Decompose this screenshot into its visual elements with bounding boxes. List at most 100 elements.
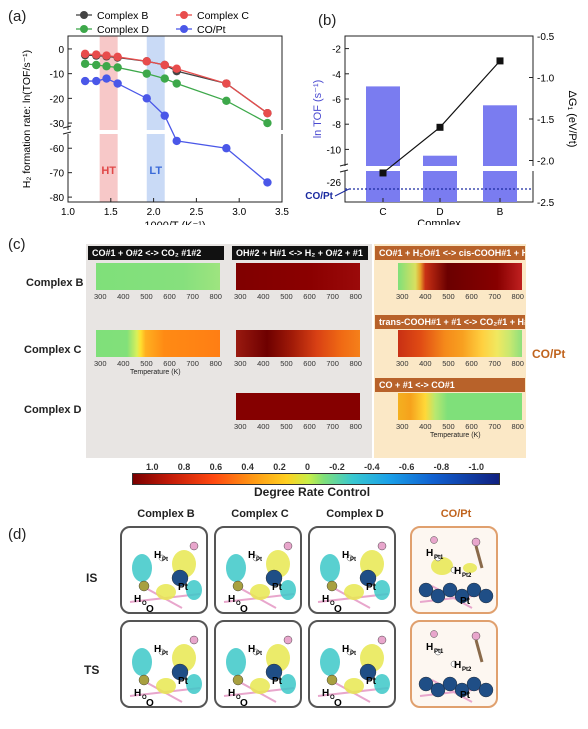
drc-row-label-b: Complex B [26, 277, 84, 289]
y-tick-label: -70 [50, 169, 65, 180]
drc-bar-d-2 [236, 393, 360, 420]
density-blob [226, 554, 246, 582]
drc-bar-c-2 [236, 330, 360, 357]
series-line [164, 115, 178, 142]
atom-label-h: H [322, 688, 329, 699]
colorbar-tick: 1.0 [146, 462, 159, 472]
data-point [160, 74, 169, 83]
struct-row-is: IS [86, 571, 98, 585]
atom-sub-label: O [330, 601, 335, 607]
tick-label: 700 [326, 359, 339, 368]
data-point [92, 60, 101, 70]
drc-row-label-c: Complex C [24, 344, 82, 356]
pt-atom [171, 569, 189, 587]
data-point [142, 94, 151, 103]
o-atom [232, 580, 244, 592]
series-line [176, 140, 268, 183]
colorbar-label: Degree Rate Control [254, 485, 371, 499]
colorbar-tick: -0.6 [398, 462, 415, 472]
tick-label: 500 [280, 359, 293, 368]
atom-label-h: H [342, 550, 349, 561]
atom-label-h: H [134, 688, 141, 699]
struct-col-head-b: Complex B [137, 508, 195, 520]
chart-b: CO/Pt -2 -4 -6 -8 -10 -26 -0.5 -1.0 -1.5 -2.0 -2.5 C… [305, 32, 578, 225]
structure-tile: H Pt H O Pt O [120, 620, 208, 708]
pt-atom [442, 582, 458, 598]
colorbar-tick: 0 [304, 462, 310, 472]
drc-extra-title-1: trans-COOH#1 + #1 <-> CO₂#1 + H#1 [375, 315, 525, 329]
pt-atom [466, 676, 482, 692]
tick-label: 600 [303, 359, 316, 368]
y-tick-label: -2 [332, 45, 341, 56]
tick-label: 300 [94, 292, 107, 301]
colorbar-tick: -0.8 [433, 462, 450, 472]
line-point [436, 123, 444, 131]
o-atom [283, 541, 293, 551]
x-tick-label: 2.0 [147, 207, 161, 218]
density-blob [320, 554, 340, 582]
data-point [102, 51, 111, 60]
axis-break-mark [62, 125, 72, 129]
pt-atom [265, 663, 283, 681]
drc-col-title-1: CO#1 + O#2 <-> CO₂ #1#2 [88, 246, 224, 260]
colorbar-tick: -0.4 [364, 462, 380, 472]
atom-sub-label: Pt [256, 651, 262, 657]
x-tick-label: C [379, 207, 386, 218]
legend-marker [80, 11, 88, 19]
tick-label: 800 [511, 422, 524, 431]
axis-break-gap [341, 166, 537, 171]
o-atom [189, 635, 199, 645]
data-point [102, 62, 111, 71]
drc-bar-b-1 [96, 263, 220, 290]
density-blob [226, 648, 246, 676]
data-point [92, 50, 101, 59]
h-atom [346, 554, 354, 562]
atom-label-h: H [228, 688, 235, 699]
o-atom [189, 541, 199, 551]
tick-label: 600 [163, 292, 176, 301]
tick-label: 600 [465, 422, 478, 431]
data-point [263, 118, 272, 128]
bond [474, 545, 484, 569]
atom-sub-label: O [236, 601, 241, 607]
data-point [102, 74, 111, 83]
y2-tick-label: -2.0 [537, 157, 555, 168]
line-point [496, 57, 504, 65]
structure-tile: H Pt H O Pt O [214, 620, 302, 708]
x-tick-label: B [497, 207, 504, 218]
x-tick-label: 3.0 [232, 207, 246, 218]
density-blob [156, 584, 176, 600]
structure-tile: H Pt H O Pt O [214, 526, 302, 614]
h-atom [434, 648, 442, 656]
data-point [222, 144, 231, 153]
h-atom [252, 554, 260, 562]
pt-atom [430, 588, 446, 604]
pt-atom [418, 582, 434, 598]
o-atom [377, 635, 387, 645]
band-label-lt: LT [149, 165, 162, 177]
tick-label: 300 [94, 359, 107, 368]
pt-atom [454, 588, 470, 604]
tick-label: 400 [257, 292, 270, 301]
colorbar-tick: 0.4 [241, 462, 254, 472]
density-blob [280, 580, 296, 600]
drc-temp-label-c1: Temperature (K) [130, 369, 181, 376]
atom-sub-label: Pt1 [434, 555, 444, 561]
struct-col-head-d: Complex D [326, 508, 384, 520]
drc-ticks-d-2: 300 400 500 600 700 800 [234, 422, 362, 431]
h-atom [158, 554, 166, 562]
tick-label: 500 [442, 292, 455, 301]
x-tick-label: 1.5 [104, 207, 118, 218]
y-tick-label: -60 [50, 144, 65, 155]
chart-a: HT LT 0 -10 -20 -30 -60 -70 -80 1.0 1.5 2.0 2.5 3.0 3.… [21, 10, 289, 225]
tick-label: 700 [186, 359, 199, 368]
y-tick-label: -20 [50, 94, 65, 105]
pt-atom [430, 682, 446, 698]
colorbar-tick: 0.8 [177, 462, 191, 472]
y-tick-label: -8 [332, 120, 341, 131]
tick-label: 600 [465, 359, 478, 368]
line-point [379, 169, 387, 177]
y-tick-label: -30 [50, 119, 65, 130]
